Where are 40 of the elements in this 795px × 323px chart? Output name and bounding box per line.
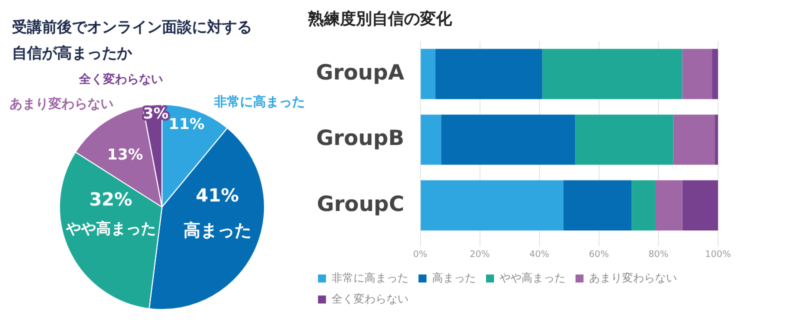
legend-label: 非常に高まった [332,271,408,284]
bar [420,180,564,230]
data-label: 13% [107,146,144,164]
bar [563,180,632,230]
x-tick-label: 80% [648,250,669,260]
x-tick-label: 100% [705,250,732,260]
x-tick-label: 0% [413,250,428,260]
data-label: 32% [89,190,132,211]
y-tick-label: GroupC [316,192,404,216]
legend-label: やや高まった [500,271,566,284]
y-tick-label: GroupB [316,126,404,150]
bar [682,180,718,230]
y-tick-label: GroupA [316,60,405,84]
data-label: 11% [168,114,205,133]
bar [682,48,712,100]
slice-label: あまり変わらない [10,96,114,112]
chart-title: 熟練度別自信の変化 [307,8,453,28]
bar [435,48,542,100]
x-tick-label: 60% [588,250,610,260]
bar [420,114,442,165]
chart-title: 受講前後でオンライン面談に対する自信が高まったか [12,17,253,64]
bar [673,114,716,165]
bar [575,114,674,165]
slice-label: 全く変わらない [78,72,163,86]
data-label: 41% [196,185,239,206]
legend-label: あまり変わらない [589,271,677,284]
x-tick-label: 40% [529,250,550,260]
slice-label: やや高まった [64,219,156,238]
bar [712,48,718,100]
legend-label: 高まった [432,271,476,284]
bar [715,114,718,165]
bar [441,114,576,165]
legend-label: 全く変わらない [332,292,408,306]
slice-label: 高まった [183,221,252,242]
bar [632,180,656,230]
bar [420,48,436,100]
bar [542,48,682,100]
bar [655,180,682,230]
x-tick-label: 20% [470,250,490,260]
slice-label: 非常に高まった [212,94,305,110]
